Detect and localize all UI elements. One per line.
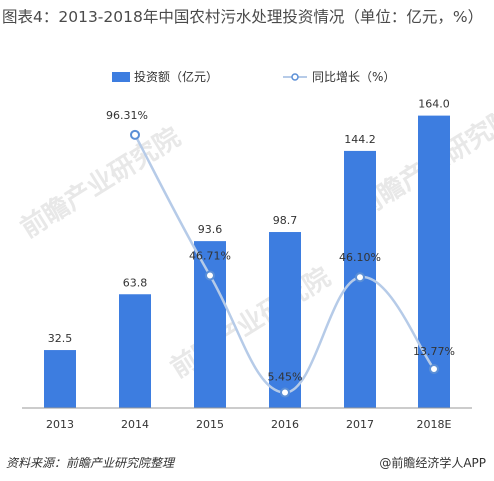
growth-label-2016: 5.45% [268,371,303,384]
x-tick-label-2015: 2015 [196,418,224,431]
brand-label: @前瞻经济学人APP [379,456,486,470]
bar-label-2014: 63.8 [123,276,148,289]
x-tick-label-2017: 2017 [346,418,374,431]
x-tick-label-2014: 2014 [121,418,149,431]
chart-title: 图表4：2013-2018年中国农村污水处理投资情况（单位：亿元，%） [2,8,484,26]
growth-label-2014: 96.31% [106,109,148,122]
growth-marker-2017 [355,272,365,283]
growth-label-2017: 46.10% [339,251,381,264]
legend-swatch-bar [112,72,130,82]
bar-label-2017: 144.2 [344,133,376,146]
bar-2015 [194,241,226,408]
growth-marker-2016 [280,387,290,398]
x-tick-label-2013: 2013 [46,418,74,431]
x-tick-label-2018E: 2018E [417,418,452,431]
bar-2014 [119,294,151,408]
legend-marker-line [291,73,299,81]
source-note: 资料来源：前瞻产业研究院整理 [6,456,175,470]
legend-label-bar: 投资额（亿元） [134,69,218,84]
bar-label-2018E: 164.0 [418,98,450,111]
legend-label-line: 同比增长（%） [312,70,395,84]
growth-marker-2015 [205,270,215,281]
bar-label-2013: 32.5 [48,332,73,345]
growth-marker-2018E [429,363,439,374]
bar-2016 [269,232,301,408]
x-tick-label-2016: 2016 [271,418,299,431]
growth-marker-2014 [130,129,140,140]
bar-2018E [418,115,450,409]
bar-label-2016: 98.7 [273,214,298,227]
bar-label-2015: 93.6 [198,223,223,236]
growth-label-2018E: 13.77% [413,345,455,358]
growth-label-2015: 46.71% [189,250,231,263]
bar-2013 [44,350,76,408]
